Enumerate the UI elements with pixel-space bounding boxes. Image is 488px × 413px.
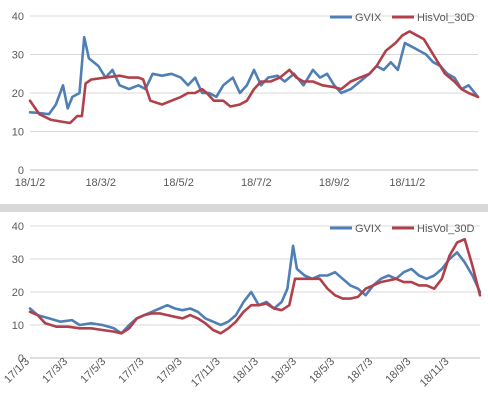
chart-panel-bottom: 0 10 20 30 40 17/1/3 17/3/3 17/5/3 17/7/3 17/9/3 1… xyxy=(0,212,488,413)
x-tick-label: 17/3/3 xyxy=(40,356,70,386)
series-line-hisvol-30d xyxy=(28,237,482,335)
x-tick-label: 18/1/3 xyxy=(231,356,261,386)
y-tick-label: 30 xyxy=(12,50,24,62)
legend-label: GVIX xyxy=(355,12,382,24)
x-tick-label: 18/3/3 xyxy=(269,356,299,386)
y-tick-label: 30 xyxy=(12,254,24,266)
x-tick-label: 18/5/3 xyxy=(307,356,337,386)
y-tick-label: 10 xyxy=(12,127,24,139)
y-tick-label: 40 xyxy=(12,11,24,23)
y-tick-label: 20 xyxy=(12,88,24,100)
y-tick-label: 0 xyxy=(18,165,24,177)
legend-label: HisVol_30D xyxy=(417,223,475,235)
chart-panel-top: 0 10 20 30 40 18/1/2 18/3/2 18/5/2 18/7/2 18/9/2 1… xyxy=(0,0,488,204)
x-tick-label: 18/7/2 xyxy=(241,177,272,189)
y-tick-label: 0 xyxy=(18,353,24,365)
legend-label: GVIX xyxy=(355,223,382,235)
x-tick-label: 17/9/3 xyxy=(155,356,185,386)
series-line-gvix xyxy=(28,35,480,116)
x-tick-label: 18/9/3 xyxy=(383,356,413,386)
x-tick-label: 18/5/2 xyxy=(163,177,194,189)
x-tick-label: 18/3/2 xyxy=(85,177,116,189)
x-tick-label: 18/11/2 xyxy=(389,177,425,189)
series-line-hisvol-30d xyxy=(28,30,480,125)
y-tick-label: 40 xyxy=(12,221,24,233)
x-tick-label: 17/5/3 xyxy=(78,356,108,386)
x-tick-label: 18/9/2 xyxy=(319,177,350,189)
x-tick-label: 18/7/3 xyxy=(345,356,375,386)
x-tick-label: 18/11/3 xyxy=(418,356,452,390)
chart-top: 0 10 20 30 40 18/1/2 18/3/2 18/5/2 18/7/2 18/9/2 1… xyxy=(12,11,480,189)
y-tick-label: 10 xyxy=(12,320,24,332)
x-tick-label: 18/1/2 xyxy=(15,177,46,189)
y-tick-label: 20 xyxy=(12,287,24,299)
x-tick-label: 17/11/3 xyxy=(189,356,223,390)
legend-label: HisVol_30D xyxy=(417,12,475,24)
x-tick-label: 17/7/3 xyxy=(116,356,146,386)
panel-separator xyxy=(0,204,488,212)
